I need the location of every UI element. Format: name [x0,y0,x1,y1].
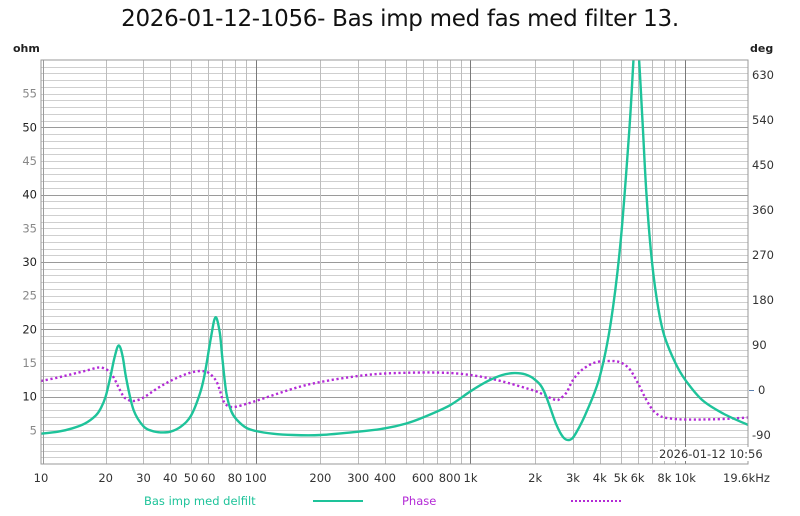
x-tick-label: 2k [528,471,542,485]
x-axis-labels: 10 20 30 40 50 60 80 100 200 300 400 600 800 1k 2k 3k 4k… [34,471,770,485]
legend-phase-line [571,500,621,502]
left-tick-label: 45 [22,154,37,168]
left-tick-label: 55 [22,87,37,101]
x-tick-label: 100 [245,471,267,485]
x-tick-label: 50 [184,471,199,485]
right-y-axis-labels: -90 0 90 180 270 360 450 540 630 [749,68,774,442]
left-tick-label: 5 [30,423,37,437]
left-tick-label: 10 [22,390,37,404]
x-tick-label: 30 [136,471,151,485]
x-tick-label: 3k [566,471,580,485]
left-tick-label: 40 [22,188,37,202]
chart-title: 2026-01-12-1056- Bas imp med fas med fil… [121,6,679,32]
right-tick-label: 270 [752,248,774,262]
x-tick-label: 800 [439,471,461,485]
right-tick-label: 180 [752,293,774,307]
x-tick-label: 10 [34,471,49,485]
left-tick-label: 25 [22,289,37,303]
timestamp-label: 2026-01-12 10:56 [658,447,764,461]
right-tick-label: 360 [752,203,774,217]
legend-impedance-line [313,500,363,502]
left-tick-label: 15 [22,356,37,370]
left-tick-label: 20 [22,322,37,336]
x-tick-label: 300 [347,471,369,485]
x-tick-label: 20 [98,471,113,485]
x-tick-label: 19.6kHz [723,471,770,485]
right-tick-label: -90 [752,428,771,442]
curves [41,60,748,442]
x-tick-label: 8k [657,471,671,485]
x-tick-label: 600 [412,471,434,485]
left-tick-label: 30 [22,255,37,269]
x-tick-label: 400 [374,471,396,485]
right-tick-label: 630 [752,68,774,82]
x-tick-label: 60 [201,471,216,485]
x-tick-label: 1k [464,471,478,485]
left-axis-unit: ohm [13,42,40,55]
plot-frame [40,59,749,465]
left-tick-label: 35 [22,221,37,235]
right-tick-label: 90 [752,338,767,352]
right-axis-unit: deg [750,42,774,55]
left-y-axis-labels: 5 10 15 20 25 30 35 40 45 50 55 [22,87,37,438]
left-tick-label: 50 [22,120,37,134]
impedance-curve [41,60,748,442]
x-tick-label: 6k [631,471,645,485]
x-tick-label: 200 [309,471,331,485]
legend-impedance-label: Bas imp med delfilt [144,494,256,508]
legend-phase-label: Phase [402,494,437,508]
right-tick-label: 0 [758,383,765,397]
x-tick-label: 10k [675,471,697,485]
right-tick-label: 540 [752,113,774,127]
x-tick-label: 4k [593,471,607,485]
x-tick-label: 5k [614,471,628,485]
x-tick-label: 40 [163,471,178,485]
x-tick-label: 80 [228,471,243,485]
right-tick-label: 450 [752,158,774,172]
